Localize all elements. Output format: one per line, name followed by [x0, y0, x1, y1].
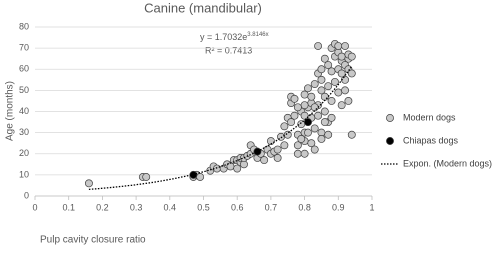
- data-point: [266, 137, 275, 146]
- data-point: [334, 42, 343, 50]
- data-point: [283, 130, 292, 139]
- data-point: [280, 141, 289, 150]
- data-point: [293, 149, 302, 158]
- x-tick-label: 0.2: [96, 202, 109, 212]
- data-point: [327, 67, 336, 76]
- data-point: [327, 113, 336, 122]
- equation-exponent: 3.8146x: [247, 32, 268, 38]
- data-point: [320, 107, 329, 116]
- data-point: [314, 42, 323, 50]
- y-tick-label: 70: [19, 43, 29, 53]
- data-point: [310, 124, 319, 133]
- y-tick-label: 80: [19, 21, 29, 31]
- data-point: [273, 145, 282, 154]
- data-point: [304, 84, 312, 93]
- data-point: [280, 122, 289, 131]
- legend-label: Modern dogs: [403, 112, 456, 122]
- y-axis-title: Age (months): [5, 81, 16, 141]
- legend-marker: [386, 137, 394, 145]
- data-point: [317, 86, 326, 95]
- data-point: [307, 139, 316, 148]
- x-axis-title: Pulp cavity closure ratio: [40, 235, 146, 246]
- y-tick-label: 60: [19, 64, 29, 74]
- data-point: [196, 173, 205, 181]
- data-point: [233, 164, 242, 173]
- data-point: [84, 179, 93, 188]
- data-point: [347, 69, 356, 78]
- y-tick-label: 50: [19, 85, 29, 95]
- r-squared: R² = 0.7413: [205, 45, 252, 55]
- data-point: [337, 101, 346, 110]
- data-point: [341, 86, 349, 95]
- y-tick-label: 20: [19, 148, 29, 158]
- trendline: [88, 65, 353, 191]
- data-point: [300, 149, 309, 158]
- legend-marker: [386, 114, 394, 122]
- data-point: [260, 156, 269, 165]
- data-point: [310, 145, 319, 154]
- x-tick-label: 0.3: [130, 202, 143, 212]
- data-point: [344, 96, 353, 105]
- data-point: [273, 154, 282, 162]
- data-point: [317, 65, 326, 74]
- data-point: [337, 69, 346, 78]
- data-point: [330, 77, 339, 86]
- equation-base: y = 1.7032e: [200, 32, 247, 42]
- x-tick-label: 0.7: [265, 202, 278, 212]
- x-tick-label: 0: [32, 202, 37, 212]
- data-point: [317, 135, 326, 143]
- data-point: [304, 118, 312, 127]
- x-tick-label: 0.6: [231, 202, 244, 212]
- x-tick-label: 0.5: [197, 202, 210, 212]
- x-tick-label: 0.8: [298, 202, 311, 212]
- data-point: [300, 101, 309, 110]
- data-point: [142, 173, 151, 181]
- data-point: [327, 96, 336, 105]
- x-tick-label: 0.9: [332, 202, 345, 212]
- data-point: [293, 141, 302, 150]
- x-tick-label: 0.1: [62, 202, 75, 212]
- y-tick-label: 40: [19, 106, 29, 116]
- trend-equation: y = 1.7032e3.8146x: [200, 32, 269, 43]
- data-point: [290, 111, 299, 120]
- y-tick-label: 0: [24, 190, 29, 200]
- data-point: [324, 61, 333, 69]
- y-tick-label: 30: [19, 127, 29, 137]
- data-point: [310, 80, 319, 88]
- data-point: [297, 135, 306, 143]
- x-tick-label: 0.4: [164, 202, 177, 212]
- data-point: [337, 52, 346, 61]
- data-point: [334, 88, 343, 97]
- y-tick-label: 10: [19, 169, 29, 179]
- data-point: [347, 130, 356, 139]
- data-point: [307, 92, 316, 101]
- data-point: [341, 42, 349, 50]
- data-point: [320, 54, 329, 63]
- data-point: [314, 111, 323, 120]
- data-point: [304, 128, 312, 137]
- x-tick-label: 1: [369, 202, 374, 212]
- data-point: [324, 82, 333, 91]
- data-point: [324, 130, 333, 139]
- legend-label: Expon. (Modern dogs): [403, 158, 492, 168]
- data-point: [320, 92, 329, 101]
- data-point: [320, 118, 329, 127]
- data-point: [310, 103, 319, 112]
- data-point: [213, 164, 221, 173]
- data-point: [287, 118, 296, 127]
- legend-label: Chiapas dogs: [403, 135, 459, 145]
- data-point: [253, 147, 262, 156]
- data-point: [293, 103, 302, 112]
- data-point: [347, 52, 356, 61]
- chart-title: Canine (mandibular): [144, 0, 262, 15]
- data-point: [317, 75, 326, 84]
- data-point: [290, 94, 299, 103]
